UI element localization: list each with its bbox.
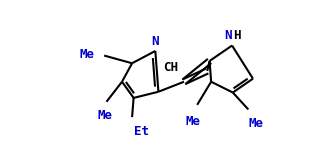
Text: Me: Me: [98, 109, 112, 122]
Text: CH: CH: [163, 61, 178, 74]
Text: Me: Me: [249, 117, 264, 130]
Text: N: N: [225, 29, 232, 42]
Text: N: N: [151, 35, 159, 48]
Text: Me: Me: [80, 48, 95, 60]
Text: Me: Me: [185, 115, 200, 128]
Text: H: H: [234, 29, 241, 42]
Text: Et: Et: [134, 125, 149, 138]
